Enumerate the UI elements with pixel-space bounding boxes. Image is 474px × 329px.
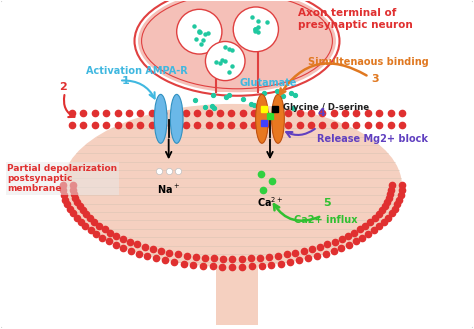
Circle shape [205, 41, 245, 81]
Text: Ca$^{2+}$: Ca$^{2+}$ [257, 195, 283, 209]
Text: 3: 3 [371, 74, 379, 84]
Text: Glycine / D-serine: Glycine / D-serine [280, 103, 369, 112]
FancyBboxPatch shape [216, 248, 258, 325]
Text: Partial depolarization
postsynaptic
membrane: Partial depolarization postsynaptic memb… [7, 164, 117, 193]
Circle shape [177, 9, 222, 54]
Text: Simultenaous binding: Simultenaous binding [308, 57, 428, 67]
Text: Na$^+$: Na$^+$ [157, 183, 180, 196]
Ellipse shape [170, 94, 183, 143]
Text: Ca2+ influx: Ca2+ influx [293, 215, 357, 225]
Ellipse shape [255, 94, 268, 143]
Text: Axon terminal of
presynaptic neuron: Axon terminal of presynaptic neuron [298, 8, 413, 30]
Text: 2: 2 [59, 82, 67, 92]
Ellipse shape [272, 94, 284, 143]
Text: Glutamate: Glutamate [239, 78, 297, 88]
FancyBboxPatch shape [216, 34, 258, 92]
Text: 5: 5 [323, 198, 330, 209]
Text: Activation AMPA-R: Activation AMPA-R [86, 66, 188, 76]
Circle shape [233, 7, 278, 52]
Ellipse shape [63, 104, 402, 267]
Ellipse shape [155, 94, 167, 143]
Ellipse shape [138, 0, 336, 92]
Text: 1: 1 [121, 76, 129, 86]
Text: 4: 4 [317, 108, 325, 117]
Text: Release Mg2+ block: Release Mg2+ block [317, 134, 428, 144]
